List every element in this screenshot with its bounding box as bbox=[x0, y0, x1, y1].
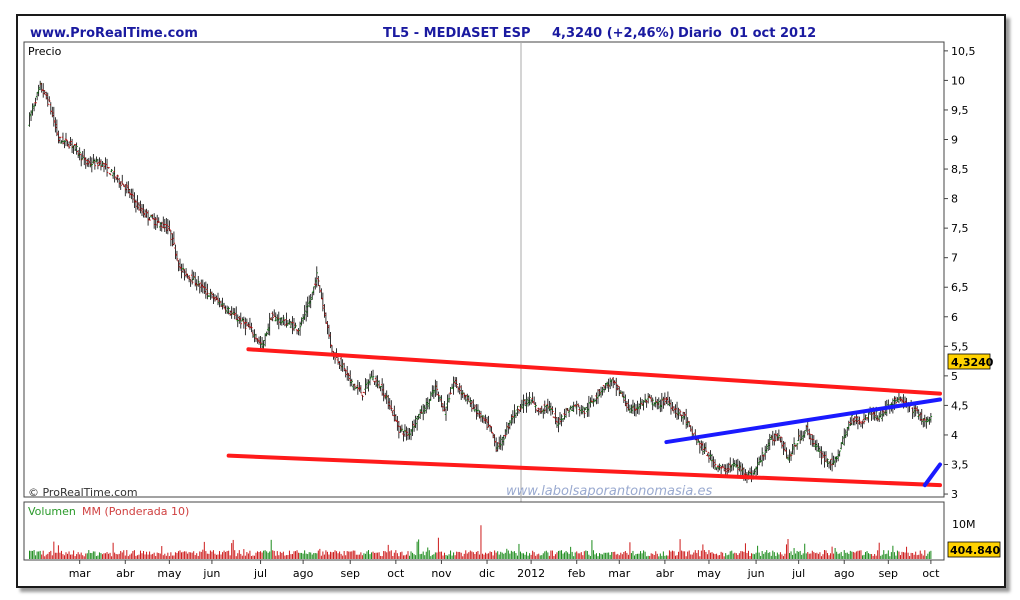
chart-frame: www.ProRealTime.com TL5 - MEDIASET ESP 4… bbox=[16, 14, 1006, 588]
chart-svg: www.ProRealTime.com TL5 - MEDIASET ESP 4… bbox=[23, 26, 1001, 580]
x-tick-label: mar bbox=[608, 567, 630, 580]
date-label: 01 oct 2012 bbox=[730, 26, 816, 41]
y-tick-label: 5,5 bbox=[951, 340, 969, 353]
x-tick-label: 2012 bbox=[517, 567, 545, 580]
x-tick-label: jul bbox=[253, 567, 267, 580]
x-tick-label: dic bbox=[479, 567, 495, 580]
y-tick-label: 8 bbox=[951, 193, 958, 206]
period-label: Diario bbox=[678, 26, 722, 41]
y-tick-label: 3 bbox=[951, 488, 958, 501]
last-price-box bbox=[947, 353, 991, 370]
last-price-label: 4,3240 bbox=[951, 356, 994, 369]
y-tick-label: 5 bbox=[951, 370, 958, 383]
price-y-axis: 3 3,5 4 4,5 5 5,5 6 6,5 7 7,5 8 8,5 9 9,5 10 10,5 bbox=[944, 45, 976, 501]
trendline-channel bbox=[664, 397, 942, 445]
x-tick-label: mar bbox=[69, 567, 91, 580]
y-tick-label: 9 bbox=[951, 134, 958, 147]
x-tick-label: sep bbox=[340, 567, 359, 580]
x-tick-label: may bbox=[157, 567, 181, 580]
instrument-title: TL5 - MEDIASET ESP bbox=[383, 26, 531, 41]
x-tick-label: jun bbox=[202, 567, 220, 580]
x-tick-label: oct bbox=[387, 567, 405, 580]
watermark-text: www.labolsaporantonomasia.es bbox=[506, 484, 712, 499]
trendline-resistance bbox=[246, 347, 942, 396]
last-volume-box bbox=[947, 541, 1001, 558]
x-tick-label: ago bbox=[293, 567, 314, 580]
volume-axis-label: 10M bbox=[952, 518, 976, 531]
copyright-label: © ProRealTime.com bbox=[28, 486, 138, 499]
trendline-channel bbox=[922, 462, 942, 488]
volume-bars bbox=[29, 525, 932, 559]
y-tick-label: 7,5 bbox=[951, 222, 969, 235]
x-tick-label: sep bbox=[879, 567, 898, 580]
y-tick-label: 10 bbox=[951, 74, 965, 87]
x-tick-label: may bbox=[697, 567, 721, 580]
x-tick-label: feb bbox=[568, 567, 586, 580]
y-tick-label: 6,5 bbox=[951, 281, 969, 294]
site-url[interactable]: www.ProRealTime.com bbox=[30, 26, 198, 41]
trendlines bbox=[226, 347, 942, 488]
y-tick-label: 8,5 bbox=[951, 163, 969, 176]
mm-label: MM (Ponderada 10) bbox=[82, 505, 189, 518]
x-tick-label: ago bbox=[834, 567, 855, 580]
y-tick-label: 4,5 bbox=[951, 399, 969, 412]
y-tick-label: 10,5 bbox=[951, 45, 976, 58]
y-tick-label: 4 bbox=[951, 429, 958, 442]
x-tick-label: jun bbox=[747, 567, 765, 580]
y-tick-label: 9,5 bbox=[951, 104, 969, 117]
x-tick-label: oct bbox=[922, 567, 940, 580]
x-tick-label: abr bbox=[116, 567, 135, 580]
y-tick-label: 7 bbox=[951, 252, 958, 265]
volume-panel[interactable] bbox=[23, 501, 945, 561]
trendline-resistance bbox=[226, 453, 942, 488]
y-tick-label: 6 bbox=[951, 311, 958, 324]
y-tick-label: 3,5 bbox=[951, 459, 969, 472]
volume-label: Volumen bbox=[28, 505, 76, 518]
price-candles bbox=[28, 80, 933, 484]
x-tick-label: jul bbox=[791, 567, 805, 580]
x-tick-label: nov bbox=[431, 567, 452, 580]
quote-value: 4,3240 (+2,46%) bbox=[552, 26, 675, 41]
x-axis: mar abr may jun jul ago sep oct nov dic 2012 feb mar… bbox=[69, 560, 940, 580]
last-volume-label: 404.840 bbox=[950, 544, 1000, 557]
x-tick-label: abr bbox=[656, 567, 675, 580]
price-label: Precio bbox=[28, 45, 62, 58]
